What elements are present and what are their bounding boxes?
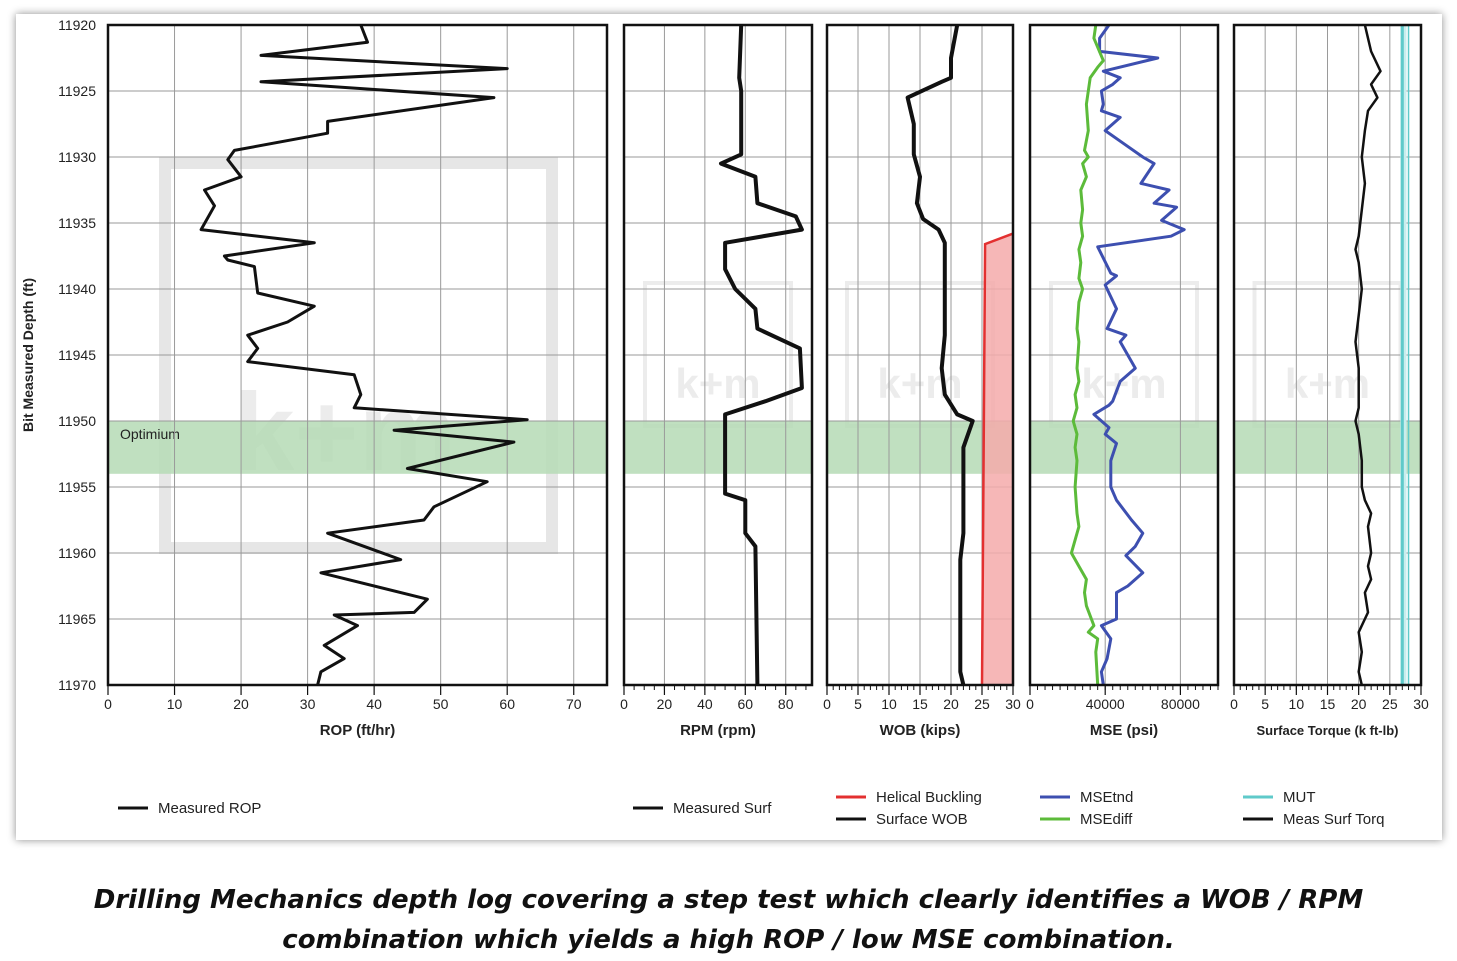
x-tick-label: 15	[1320, 696, 1336, 712]
x-tick-label: 0	[1026, 696, 1034, 712]
x-tick-label: 10	[881, 696, 897, 712]
y-tick-label: 11940	[58, 281, 96, 297]
y-tick-label: 11955	[58, 479, 96, 495]
legend-label: Meas Surf Torq	[1283, 811, 1384, 828]
y-tick-label: 11930	[58, 149, 96, 165]
x-tick-label: 10	[167, 696, 183, 712]
track-border	[1028, 23, 1220, 687]
caption-line-2: combination which yields a high ROP / lo…	[282, 925, 1175, 955]
x-tick-label: 10	[1289, 696, 1305, 712]
x-tick-label: 40000	[1086, 696, 1125, 712]
track-border	[106, 23, 609, 687]
legend-label: Helical Buckling	[876, 789, 982, 806]
legend-label: Measured Surf	[673, 800, 772, 817]
track-rop: k+mOptimium010203040506070ROP (ft/hr)Mea…	[104, 23, 609, 817]
legend-label: Measured ROP	[158, 800, 261, 817]
legend-label: MSEdiff	[1080, 811, 1133, 828]
x-tick-label: 30	[1005, 696, 1021, 712]
x-tick-label: 0	[104, 696, 112, 712]
x-axis-label: MSE (psi)	[1090, 722, 1158, 739]
series-line-meas-surf-torq	[1354, 24, 1382, 686]
caption-line-1: Drilling Mechanics depth log covering a …	[93, 885, 1364, 915]
y-tick-label: 11960	[58, 545, 96, 561]
series-line-measured-surf	[719, 24, 804, 686]
x-tick-label: 80	[778, 696, 794, 712]
depth-log-chart: 11920 11925 11930 11935 11940 11945 11950 11955…	[20, 17, 1429, 828]
x-tick-label: 5	[1261, 696, 1269, 712]
x-tick-label: 0	[823, 696, 831, 712]
y-axis-label: Bit Measured Depth (ft)	[20, 278, 36, 432]
x-tick-label: 0	[620, 696, 628, 712]
y-tick-label: 11925	[58, 83, 96, 99]
legend-label: Surface WOB	[876, 811, 968, 828]
highlight-band-label: Optimium	[120, 426, 180, 442]
x-tick-label: 20	[657, 696, 673, 712]
figure-caption: Drilling Mechanics depth log covering a …	[0, 880, 1457, 960]
watermark-text: k+m	[1081, 360, 1166, 407]
helical-buckling-line	[980, 232, 1014, 686]
highlight-band	[108, 421, 607, 474]
y-tick-label: 11945	[58, 347, 96, 363]
series-line-msetnd	[1092, 24, 1186, 686]
x-tick-label: 30	[300, 696, 316, 712]
series-line-msediff	[1069, 24, 1105, 686]
x-tick-label: 20	[1351, 696, 1367, 712]
highlight-band	[624, 421, 812, 474]
x-tick-label: 15	[912, 696, 928, 712]
x-tick-label: 60	[499, 696, 515, 712]
series-line-measured-rop	[199, 24, 529, 686]
x-axis-label: Surface Torque (k ft-lb)	[1256, 723, 1398, 738]
y-tick-label: 11935	[58, 215, 96, 231]
y-tick-label: 11965	[58, 611, 96, 627]
x-tick-label: 25	[1382, 696, 1398, 712]
x-tick-label: 0	[1230, 696, 1238, 712]
track-rpm: k+m 0 20 40 60 80 RPM (rpm) Measured Surf	[620, 23, 814, 817]
x-tick-label: 20	[233, 696, 249, 712]
x-tick-label: 50	[433, 696, 449, 712]
track-border	[622, 23, 814, 687]
legend-label: MUT	[1283, 789, 1316, 806]
x-axis-label: ROP (ft/hr)	[320, 722, 396, 739]
y-tick-label: 11920	[58, 17, 96, 33]
series-line-surface-wob	[905, 24, 975, 686]
x-tick-label: 70	[566, 696, 582, 712]
x-tick-label: 40	[366, 696, 382, 712]
x-tick-label: 5	[854, 696, 862, 712]
legend-label: MSEtnd	[1080, 789, 1133, 806]
watermark-text: k+m	[675, 360, 760, 407]
x-tick-label: 25	[974, 696, 990, 712]
y-tick-label: 11970	[58, 677, 96, 693]
x-tick-label: 40	[697, 696, 713, 712]
x-axis-label: RPM (rpm)	[680, 722, 756, 739]
x-tick-label: 60	[738, 696, 754, 712]
x-tick-label: 20	[943, 696, 959, 712]
y-tick-label: 11950	[58, 413, 96, 429]
x-axis-label: WOB (kips)	[880, 722, 961, 739]
x-tick-label: 80000	[1161, 696, 1200, 712]
highlight-band	[1030, 421, 1218, 474]
x-tick-label: 30	[1413, 696, 1429, 712]
helical-buckling-area	[982, 233, 1013, 685]
